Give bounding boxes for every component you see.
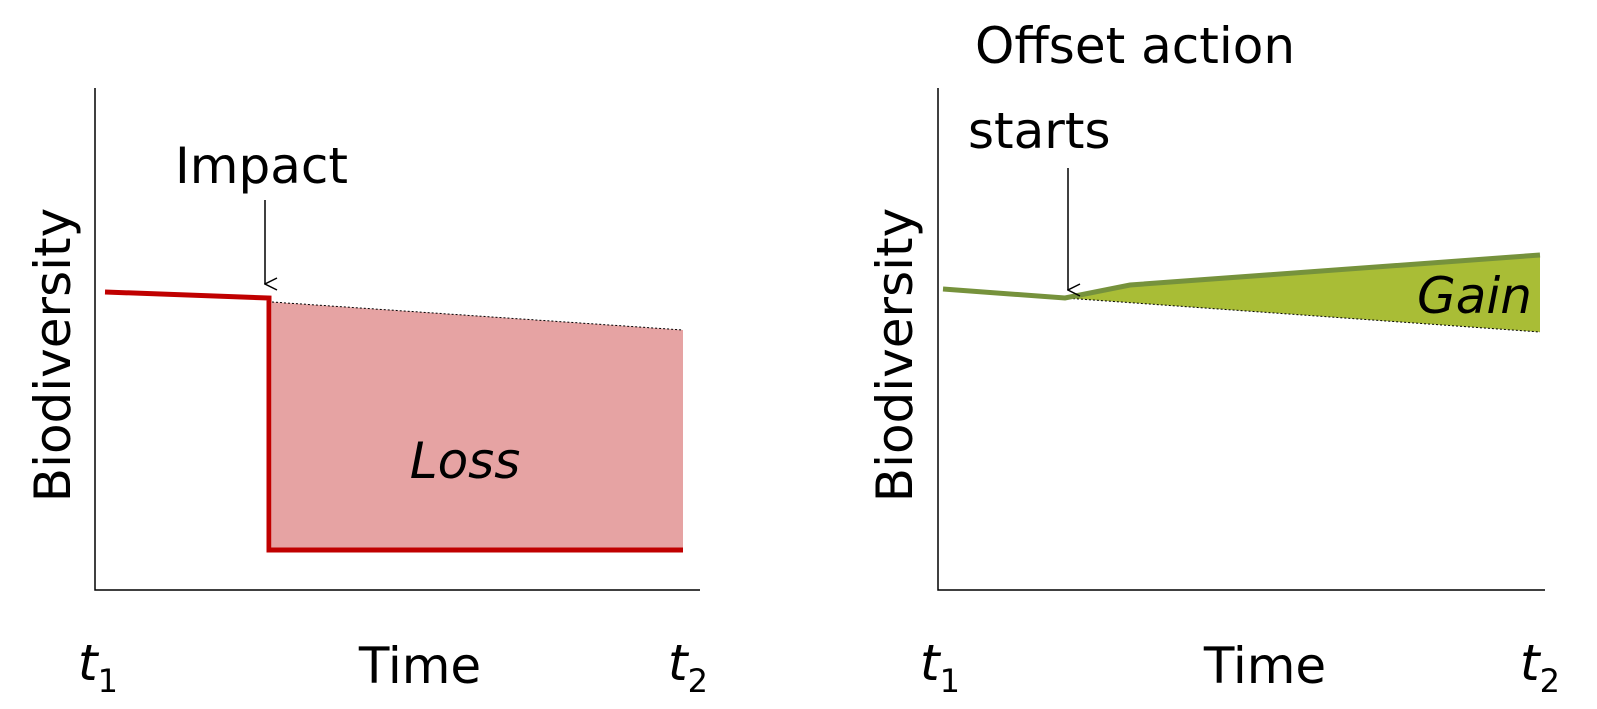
annotation: Impact <box>175 137 348 195</box>
y-label: Biodiversity <box>866 208 924 502</box>
baseline <box>271 301 684 331</box>
area-label: Gain <box>1417 267 1532 325</box>
x-start: t1 <box>78 634 118 700</box>
baseline <box>1064 297 1541 333</box>
loss-panel: Impact Loss Biodiversity Time t1 t2 <box>24 88 708 700</box>
x-label: Time <box>1203 637 1326 695</box>
y-label: Biodiversity <box>24 208 82 502</box>
annotation: Offset action <box>975 17 1295 75</box>
x-end: t2 <box>668 634 708 700</box>
gain-panel: Offset action starts Gain Biodiversity T… <box>866 17 1560 700</box>
x-end: t2 <box>1520 634 1560 700</box>
x-start: t1 <box>920 634 960 700</box>
area-label: Loss <box>410 432 521 490</box>
offset-line <box>942 252 1541 301</box>
impact-line <box>104 289 683 553</box>
loss-area <box>272 302 683 550</box>
x-label: Time <box>358 637 481 695</box>
gain-area <box>1065 255 1540 332</box>
annotation: starts <box>968 102 1111 160</box>
axes <box>94 88 700 591</box>
axes <box>937 88 1545 591</box>
